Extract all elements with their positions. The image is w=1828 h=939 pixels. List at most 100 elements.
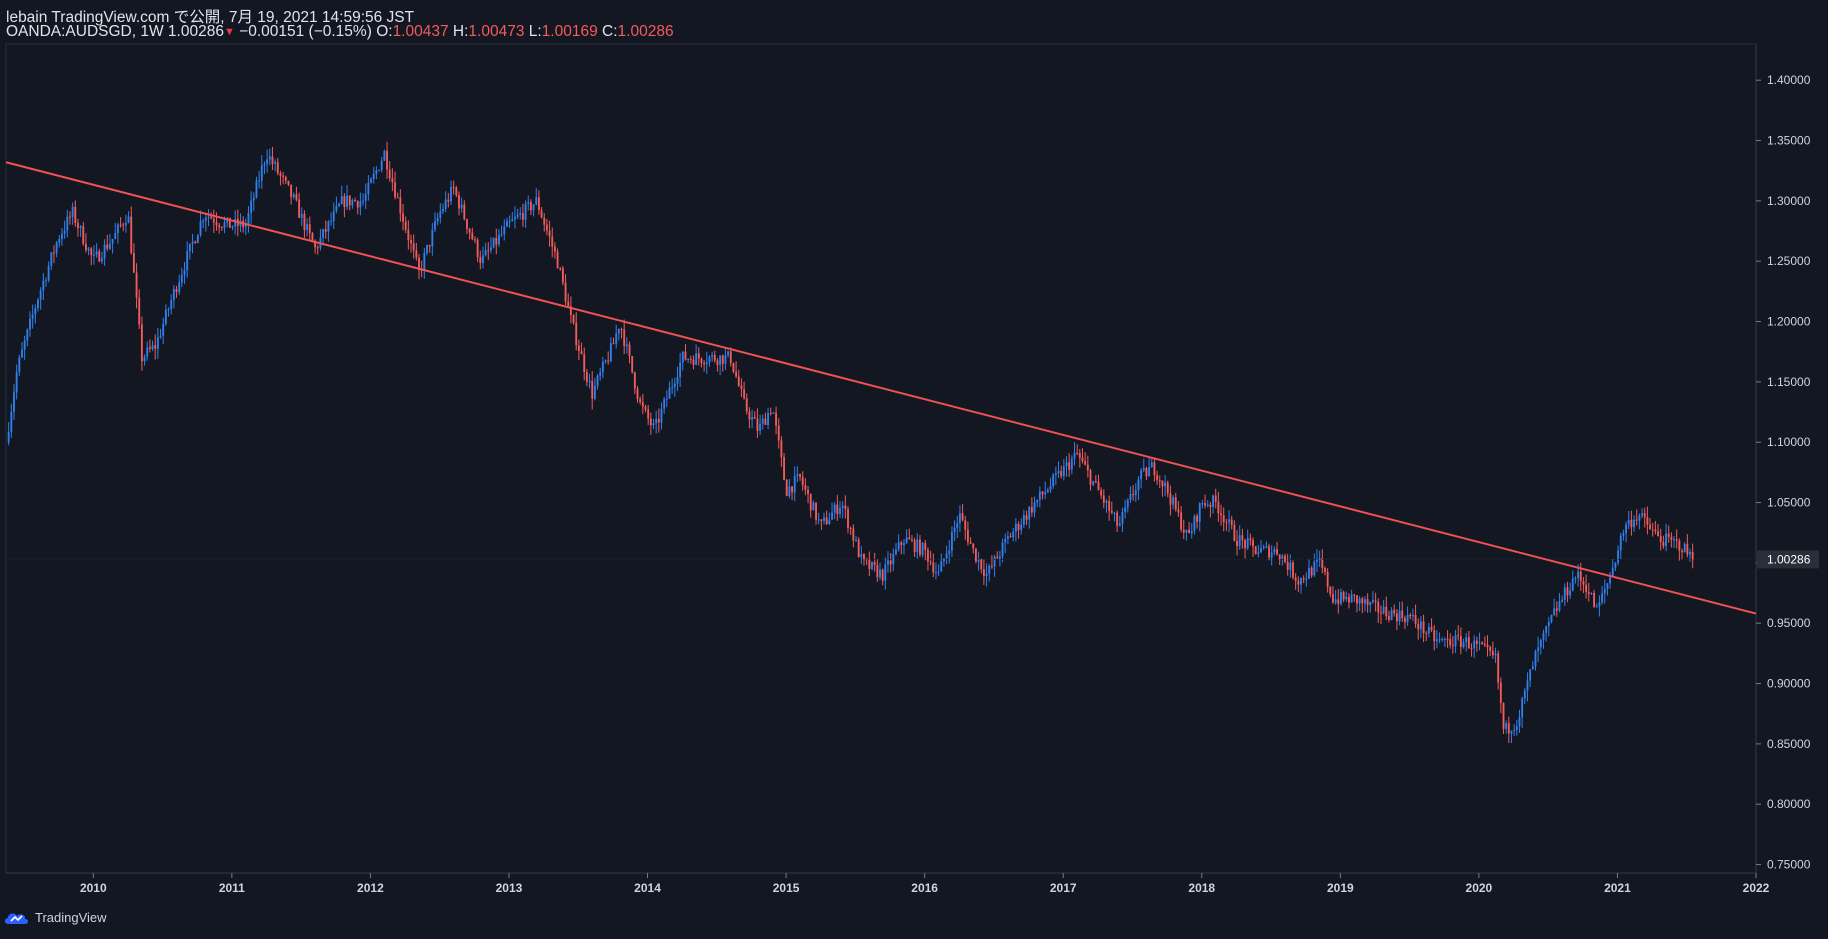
candle-body	[268, 156, 271, 160]
candle	[1598, 595, 1601, 617]
candles	[6, 141, 1756, 744]
candle-body	[1033, 502, 1036, 513]
candle	[972, 543, 975, 554]
candle	[1510, 730, 1513, 743]
candle	[524, 200, 527, 228]
candle-body	[383, 150, 386, 161]
candle	[927, 547, 929, 571]
candle	[439, 203, 442, 224]
close-label: C:	[602, 23, 618, 40]
candle-body	[463, 204, 466, 220]
candle	[969, 537, 972, 545]
candle-body	[1478, 642, 1481, 644]
time-axis[interactable]: 2010 2011 2012 2013 2014 2015 2016 2017 2018 2019…	[80, 873, 1770, 895]
candle-body	[1102, 495, 1105, 503]
candle	[1595, 603, 1598, 608]
candle-body	[495, 237, 498, 245]
candle-body	[306, 224, 309, 231]
candle-body	[167, 309, 170, 311]
candle	[207, 209, 210, 227]
price-axis[interactable]: 1.40000 1.35000 1.30000 1.25000 1.20000 1.150…	[1756, 73, 1819, 872]
candle-body	[1473, 640, 1476, 649]
candle	[1292, 560, 1294, 580]
candle	[780, 436, 783, 467]
candle	[748, 407, 751, 429]
candle	[1611, 559, 1614, 578]
candle	[841, 501, 844, 519]
candle-body	[1078, 453, 1081, 458]
candle	[77, 218, 79, 237]
tradingview-logo[interactable]: TradingView	[4, 910, 107, 925]
candle-body	[671, 386, 674, 389]
candle	[521, 203, 524, 227]
candle-body	[676, 377, 679, 384]
candle	[1534, 649, 1537, 671]
candle-body	[399, 197, 402, 214]
candle-body	[1414, 615, 1417, 624]
candle	[45, 277, 47, 287]
candle	[950, 526, 953, 558]
candle-body	[1494, 653, 1497, 656]
candle-body	[1313, 561, 1316, 576]
candle-body	[431, 229, 434, 247]
candle-body	[1310, 567, 1313, 576]
candle	[1531, 661, 1534, 670]
candle	[1086, 455, 1089, 478]
candle-body	[114, 233, 117, 239]
candle	[815, 502, 817, 525]
candle-body	[191, 241, 194, 244]
candle-body	[1108, 500, 1111, 511]
candle-body	[1281, 555, 1284, 559]
candle	[974, 548, 977, 564]
candle	[1574, 576, 1577, 584]
candle-body	[911, 539, 913, 541]
candle-body	[1491, 650, 1494, 656]
candle-body	[1486, 644, 1489, 647]
candle-body	[756, 418, 759, 431]
candle	[1398, 601, 1401, 626]
candle-body	[636, 388, 639, 399]
candle-body	[314, 241, 317, 248]
brand-label: TradingView	[35, 910, 107, 925]
candle-body	[1358, 598, 1361, 604]
candle	[364, 183, 367, 210]
candle-body	[356, 201, 359, 208]
candle	[274, 159, 277, 172]
candle	[1052, 472, 1055, 489]
candle-body	[82, 226, 85, 245]
candle-body	[804, 485, 807, 490]
candle-body	[615, 333, 618, 344]
trendline[interactable]	[5, 161, 1757, 615]
candle-body	[1579, 571, 1582, 582]
candle-body	[1566, 587, 1569, 596]
candle	[1252, 537, 1254, 557]
candle-body	[266, 159, 269, 164]
candle	[1675, 529, 1678, 549]
candle	[844, 495, 847, 519]
candle-body	[668, 388, 671, 399]
candle	[1340, 588, 1342, 606]
candle-body	[47, 266, 50, 281]
candle	[1467, 630, 1470, 650]
candle-body	[1681, 550, 1683, 553]
candle	[1188, 521, 1191, 534]
candle-body	[1142, 468, 1145, 471]
candle	[817, 512, 820, 525]
candle	[1228, 510, 1230, 533]
candle	[1659, 528, 1662, 551]
trendline-group[interactable]	[5, 161, 1757, 615]
candle-body	[932, 562, 935, 573]
candle	[996, 551, 999, 559]
candle-body	[1049, 486, 1052, 490]
candle	[1006, 531, 1009, 545]
candle-body	[124, 222, 127, 226]
candle-body	[292, 194, 295, 197]
y-tick-label: 1.25000	[1767, 254, 1811, 268]
candle	[620, 327, 623, 339]
candle-body	[1086, 464, 1089, 471]
candle-body	[479, 257, 482, 264]
candle	[863, 553, 865, 566]
candle-body	[772, 412, 775, 414]
candle	[1547, 616, 1550, 637]
